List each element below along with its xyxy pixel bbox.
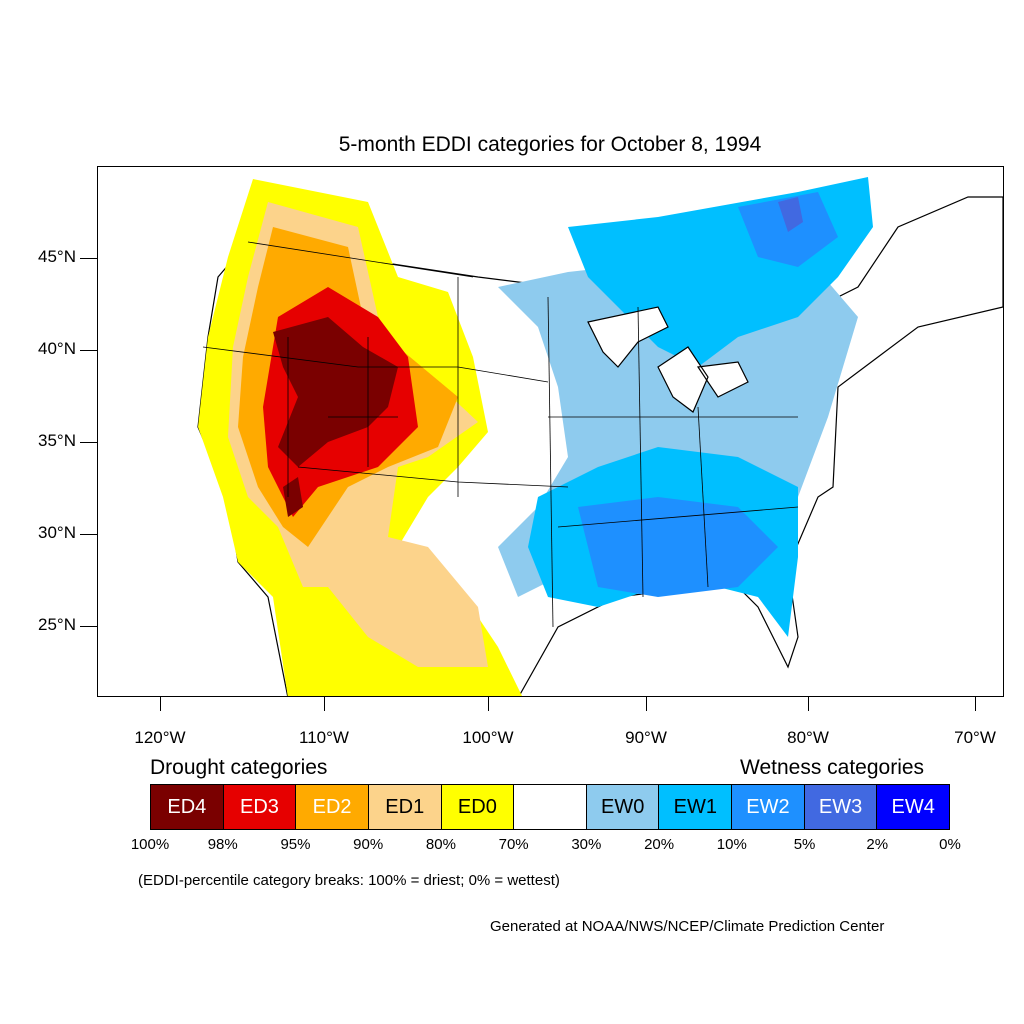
break-label: 80%	[425, 836, 456, 853]
lon-label-110: 110°W	[299, 728, 349, 747]
break-label: 90%	[353, 836, 384, 853]
lat-tick	[80, 626, 97, 627]
legend-cell-ed1: ED1	[368, 785, 442, 829]
great-lakes	[587, 306, 749, 413]
break-label: 95%	[280, 836, 311, 853]
state-boundaries	[202, 241, 799, 628]
legend-cell-ew2: EW2	[732, 785, 805, 829]
lat-label-40: 40°N	[38, 339, 76, 358]
lon-label-90: 90°W	[625, 728, 667, 747]
ew2-region-south	[578, 497, 778, 597]
lon-label-70: 70°W	[954, 728, 996, 747]
lat-label-45: 45°N	[38, 247, 76, 266]
lon-tick	[324, 697, 325, 711]
drought-heading: Drought categories	[150, 756, 328, 779]
lat-tick	[80, 442, 97, 443]
ew3-spot	[778, 197, 803, 232]
legend-cell-ew3: EW3	[804, 785, 878, 829]
lon-label-80: 80°W	[787, 728, 829, 747]
break-label: 0%	[939, 836, 961, 853]
break-label: 98%	[207, 836, 238, 853]
lat-label-25: 25°N	[38, 615, 76, 634]
lon-tick	[488, 697, 489, 711]
lat-label-35: 35°N	[38, 431, 76, 450]
legend-cell-ed4: ED4	[151, 785, 224, 829]
percentile-note: (EDDI-percentile category breaks: 100% =…	[138, 872, 560, 889]
lat-tick	[80, 350, 97, 351]
eddi-map	[197, 177, 1003, 696]
wetness-heading: Wetness categories	[740, 756, 925, 779]
legend-cell-ew1: EW1	[659, 785, 733, 829]
lon-tick	[646, 697, 647, 711]
legend-cell-neutral	[514, 785, 587, 829]
break-label: 10%	[716, 836, 747, 853]
ed4-region	[273, 317, 398, 467]
legend-cell-ed2: ED2	[296, 785, 369, 829]
lon-label-100: 100°W	[462, 728, 514, 747]
lat-tick	[80, 534, 97, 535]
legend-cell-ew4: EW4	[877, 785, 950, 829]
map-panel	[97, 166, 1004, 697]
lon-label-120: 120°W	[134, 728, 186, 747]
break-label: 30%	[571, 836, 602, 853]
lat-tick	[80, 258, 97, 259]
break-label: 70%	[498, 836, 529, 853]
chart-title: 5-month EDDI categories for October 8, 1…	[338, 133, 762, 156]
credit-line: Generated at NOAA/NWS/NCEP/Climate Predi…	[490, 918, 885, 935]
lon-tick	[808, 697, 809, 711]
legend-cell-ew0: EW0	[586, 785, 660, 829]
legend-cell-ed0: ED0	[441, 785, 515, 829]
break-label: 20%	[644, 836, 675, 853]
lon-tick	[160, 697, 161, 711]
break-label: 5%	[793, 836, 816, 853]
category-legend: ED4 ED3 ED2 ED1 ED0 EW0 EW1 EW2 EW3 EW4	[150, 784, 950, 830]
break-label: 2%	[866, 836, 889, 853]
legend-cell-ed3: ED3	[223, 785, 297, 829]
lat-label-30: 30°N	[38, 523, 76, 542]
lon-tick	[975, 697, 976, 711]
break-label: 100%	[130, 836, 170, 853]
